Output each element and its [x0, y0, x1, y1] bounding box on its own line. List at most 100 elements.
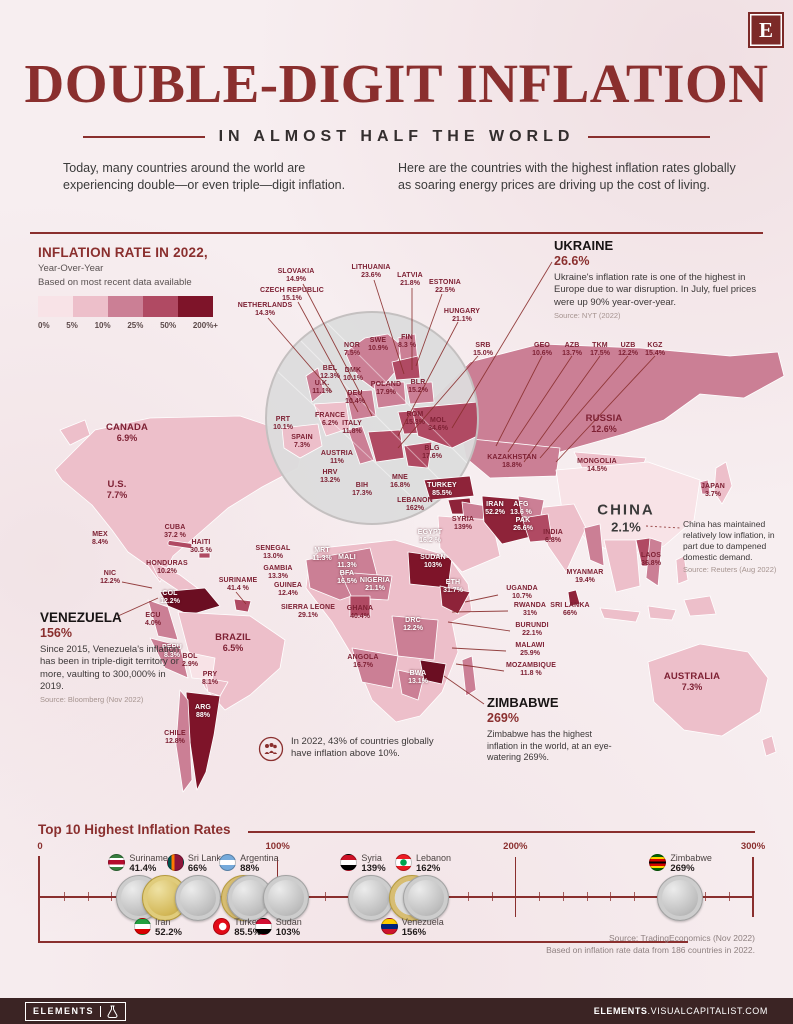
- country-name: ROM: [406, 410, 424, 418]
- map-label-sri-lanka: SRI LANKA 66%: [550, 602, 589, 619]
- scale-country-value: 139%: [361, 863, 386, 874]
- scale-country-value: 41.4%: [129, 863, 157, 874]
- inflation-value: 7.3%: [294, 442, 310, 449]
- inflation-value: 31.7%: [443, 587, 463, 594]
- inflation-value: 37.2 %: [164, 532, 186, 539]
- country-name: CHINA: [597, 501, 655, 519]
- inflation-value: 14.9%: [286, 276, 306, 283]
- map-label-chile: CHILE 12.8%: [164, 730, 186, 747]
- inflation-value: 12.3%: [320, 373, 340, 380]
- axis-minor-tick: [539, 892, 541, 901]
- country-name: INDIA: [543, 528, 563, 536]
- country-name: LITHUANIA: [351, 263, 391, 271]
- inflation-value: 10.1%: [273, 424, 293, 431]
- callout-value: 26.6%: [554, 254, 590, 268]
- map-label-japan: JAPAN 3.7%: [701, 483, 725, 500]
- country-name: HAITI: [191, 538, 211, 546]
- country-name: MONGOLIA: [577, 457, 617, 465]
- axis-tick-label: 100%: [265, 841, 290, 852]
- map-label-swe: SWE 10.9%: [368, 337, 388, 354]
- map-label-drc: DRC 12.2%: [403, 617, 423, 634]
- country-name: KGZ: [647, 341, 663, 349]
- zimbabwe-flag-icon: [649, 854, 667, 871]
- scale-source-1: Source: TradingEconomics (Nov 2022): [609, 933, 755, 943]
- elements-logo-badge: E: [748, 12, 784, 48]
- argentina-coin-icon: [227, 875, 274, 921]
- scale-country-value: 103%: [275, 927, 301, 938]
- legend-tick-label: 200%+: [192, 321, 218, 330]
- country-name: RUSSIA: [585, 413, 623, 425]
- inflation-value: 15.2%: [408, 387, 428, 394]
- inflation-value: 10.9%: [368, 345, 388, 352]
- scale-country-value: 52.2%: [155, 927, 182, 938]
- country-name: CANADA: [105, 422, 149, 434]
- country-name: PERU: [161, 643, 183, 651]
- country-name: AZB: [564, 341, 580, 349]
- inflation-value: 21.1%: [365, 585, 385, 592]
- legend-title: INFLATION RATE IN 2022,: [38, 245, 208, 260]
- map-label-mne: MNE 16.8%: [390, 474, 410, 491]
- map-label-nor: NOR 7.5%: [344, 342, 360, 359]
- inflation-value: 17.5%: [590, 350, 610, 357]
- callout-value: 269%: [487, 711, 519, 725]
- scale-country-value: 156%: [401, 927, 427, 938]
- country-name: BEL: [322, 364, 338, 372]
- map-label-mex: MEX 8.4%: [92, 531, 108, 548]
- map-label-arg: ARG 88%: [195, 704, 211, 721]
- country-name: SPAIN: [291, 433, 313, 441]
- inflation-value: 3.7%: [705, 491, 721, 498]
- inflation-value: 13.1%: [408, 678, 428, 685]
- map-legend: INFLATION RATE IN 2022, Year-Over-Year B…: [38, 245, 218, 330]
- country-name: SENEGAL: [255, 544, 291, 552]
- map-label-spain: SPAIN 7.3%: [291, 434, 313, 451]
- inflation-value: 19.4%: [575, 577, 595, 584]
- country-name: AUSTRIA: [320, 449, 354, 457]
- callout-title: VENEZUELA: [40, 610, 122, 625]
- scale-item-lebanon: Lebanon 162%: [395, 853, 451, 874]
- map-label-geo: GEO 10.6%: [532, 342, 552, 359]
- map-label-kgz: KGZ 15.4%: [645, 342, 665, 359]
- map-label-laos: LAOS 36.8%: [641, 552, 661, 569]
- inflation-value: 13.2%: [320, 477, 340, 484]
- iran-flag-icon: [134, 918, 152, 935]
- country-name: GHANA: [346, 604, 374, 612]
- page-title: DOUBLE-DIGIT INFLATION: [24, 53, 769, 114]
- map-label-mol: MOL 34.6%: [428, 417, 448, 434]
- scale-item-venezuela: Venezuela 156%: [380, 917, 444, 938]
- inflation-value: 16.8%: [390, 482, 410, 489]
- country-name: DMK: [344, 366, 362, 374]
- scale-frame-bottom: [38, 941, 688, 943]
- inflation-value: 29.1%: [298, 612, 318, 619]
- map-label-myanmar: MYANMAR 19.4%: [567, 569, 604, 586]
- axis-minor-tick: [634, 892, 636, 901]
- country-name: JAPAN: [701, 482, 725, 490]
- inflation-value: 10.2%: [157, 568, 177, 575]
- country-name: ITALY: [342, 419, 362, 427]
- country-name: LATVIA: [397, 271, 423, 279]
- inflation-value: 30.5 %: [190, 547, 212, 554]
- inflation-value: 10.4%: [345, 398, 365, 405]
- footer-url-bold: ELEMENTS: [593, 1006, 648, 1016]
- map-label-estonia: ESTONIA 22.5%: [429, 279, 461, 296]
- footer-url[interactable]: ELEMENTS.VISUALCAPITALIST.COM: [594, 1006, 768, 1016]
- country-name: DEU: [347, 389, 363, 397]
- legend-swatch: [178, 296, 213, 317]
- country-name: SWE: [369, 336, 387, 344]
- map-label-prt: PRT 10.1%: [273, 416, 293, 433]
- country-name: GUINEA: [273, 581, 303, 589]
- country-name: AFG: [513, 500, 529, 508]
- inflation-value: 8.1%: [202, 679, 218, 686]
- scale-country-name: Turkey: [234, 917, 262, 927]
- country-name: BIH: [355, 481, 369, 489]
- country-name: HUNGARY: [443, 307, 481, 315]
- callout-source: Source: Reuters (Aug 2022): [683, 565, 777, 575]
- legend-swatch: [73, 296, 108, 317]
- scale-country-name: Argentina: [240, 853, 279, 863]
- inflation-value: 139%: [454, 524, 472, 531]
- map-label-poland: POLAND 17.9%: [371, 381, 401, 398]
- country-name: MOZAMBIQUE: [505, 661, 557, 669]
- inflation-value: 12.2%: [160, 598, 180, 605]
- suriname-flag-icon: [108, 854, 126, 871]
- axis-minor-tick: [562, 892, 564, 901]
